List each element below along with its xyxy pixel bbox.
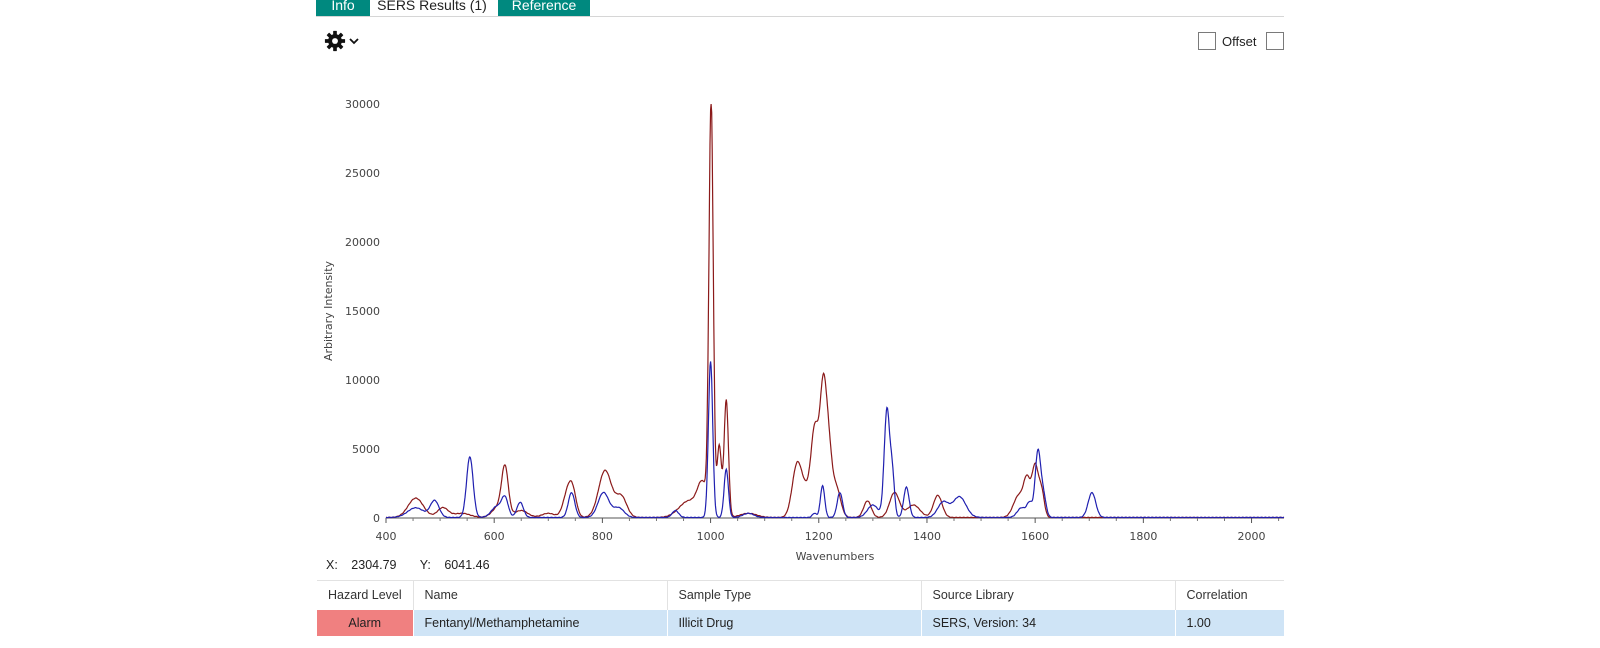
y-tick-label: 5000 bbox=[352, 443, 380, 456]
series-layer bbox=[385, 103, 1285, 519]
offset-label: Offset bbox=[1222, 33, 1257, 49]
table-row[interactable]: Alarm Fentanyl/Methamphetamine Illicit D… bbox=[317, 609, 1284, 636]
column-header-hazard-level[interactable]: Hazard Level bbox=[317, 580, 414, 610]
y-tick-label: 0 bbox=[373, 512, 380, 525]
offset-checkbox[interactable] bbox=[1198, 32, 1216, 50]
x-tick-label: 600 bbox=[484, 530, 505, 543]
results-tab-bar: Info SERS Results (1) Reference bbox=[316, 0, 1284, 17]
x-tick-label: 400 bbox=[376, 530, 397, 543]
chevron-down-icon bbox=[348, 35, 360, 47]
y-tick-label: 15000 bbox=[345, 305, 380, 318]
y-tick-label: 20000 bbox=[345, 236, 380, 249]
cell-correlation: 1.00 bbox=[1175, 609, 1284, 636]
column-header-name[interactable]: Name bbox=[413, 580, 668, 610]
spectrum-chart[interactable]: 0 5000 10000 15000 20000 25000 30000 400 600 800… bbox=[316, 80, 1288, 580]
y-tick-label: 25000 bbox=[345, 167, 380, 180]
cell-sample-type: Illicit Drug bbox=[667, 609, 922, 636]
x-readout-value: 2304.79 bbox=[351, 558, 397, 572]
cell-source-library: SERS, Version: 34 bbox=[921, 609, 1176, 636]
cursor-readout: X: 2304.79 Y: 6041.46 bbox=[326, 558, 510, 572]
column-header-source-library[interactable]: Source Library bbox=[921, 580, 1176, 610]
hazard-level-badge: Alarm bbox=[317, 609, 414, 636]
tab-sers-results[interactable]: SERS Results (1) bbox=[370, 0, 494, 16]
offset-control: Offset bbox=[1198, 31, 1285, 51]
x-tick-label: 1200 bbox=[805, 530, 833, 543]
tab-reference[interactable]: Reference bbox=[498, 0, 590, 16]
x-tick-label: 1400 bbox=[913, 530, 941, 543]
x-tick-label: 800 bbox=[592, 530, 613, 543]
x-axis-label: Wavenumbers bbox=[796, 550, 875, 563]
x-axis: 400 600 800 1000 1200 1400 1600 1800 2000 bbox=[376, 517, 1284, 543]
column-header-sample-type[interactable]: Sample Type bbox=[667, 580, 922, 610]
results-table: Hazard Level Name Sample Type Source Lib… bbox=[317, 580, 1284, 636]
x-readout-label: X: bbox=[326, 558, 338, 572]
column-header-correlation[interactable]: Correlation bbox=[1175, 580, 1284, 610]
x-tick-label: 1600 bbox=[1021, 530, 1049, 543]
y-tick-label: 30000 bbox=[345, 98, 380, 111]
settings-menu-button[interactable] bbox=[324, 30, 364, 52]
x-tick-label: 1000 bbox=[697, 530, 725, 543]
y-axis: 0 5000 10000 15000 20000 25000 30000 bbox=[345, 98, 380, 525]
x-tick-label: 2000 bbox=[1238, 530, 1266, 543]
y-readout-label: Y: bbox=[419, 558, 431, 572]
table-header-row: Hazard Level Name Sample Type Source Lib… bbox=[317, 580, 1284, 610]
offset-value-checkbox[interactable] bbox=[1266, 32, 1285, 50]
x-tick-label: 1800 bbox=[1129, 530, 1157, 543]
tab-info[interactable]: Info bbox=[316, 0, 370, 16]
y-readout-value: 6041.46 bbox=[444, 558, 490, 572]
cell-name: Fentanyl/Methamphetamine bbox=[413, 609, 668, 636]
spectrum-series-2 bbox=[385, 361, 1285, 519]
gear-icon bbox=[324, 30, 346, 52]
spectrum-series-1 bbox=[385, 103, 1285, 519]
y-axis-label: Arbitrary Intensity bbox=[322, 260, 335, 361]
y-tick-label: 10000 bbox=[345, 374, 380, 387]
